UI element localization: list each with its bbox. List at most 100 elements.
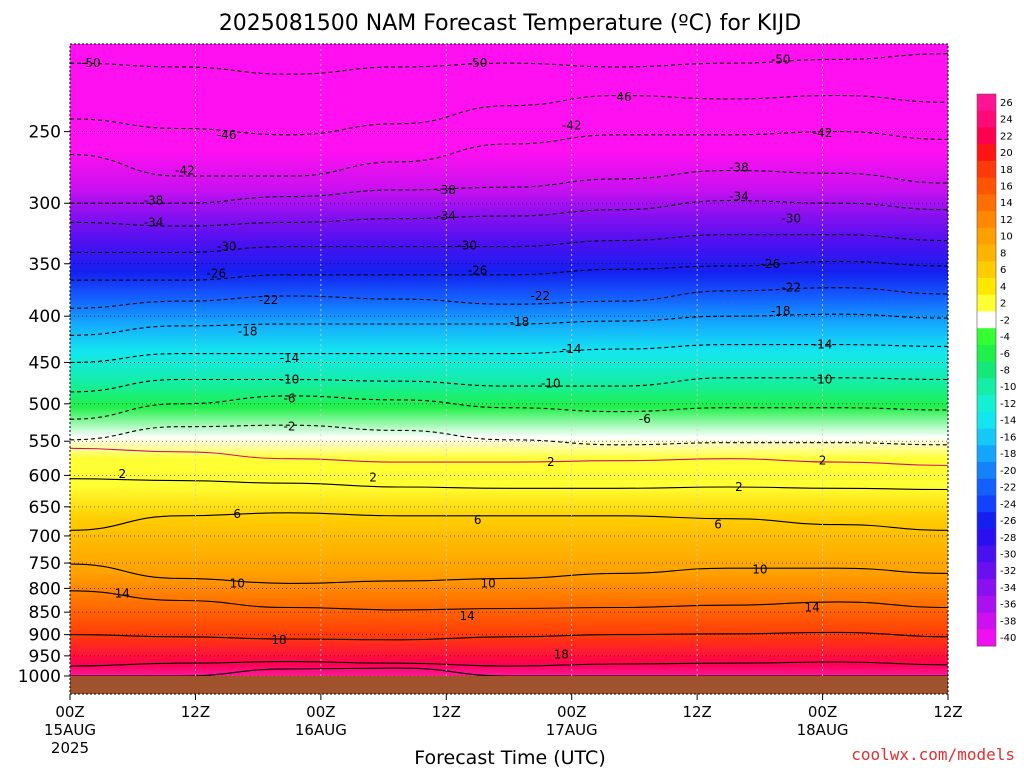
x-tick-date: 17AUG (546, 721, 598, 739)
contour-label: -22 (781, 281, 801, 295)
y-tick-label: 950 (29, 647, 61, 667)
y-tick-label: 250 (29, 123, 61, 143)
colorbar-label: -30 (1000, 550, 1016, 561)
colorbar-swatch (977, 462, 996, 480)
colorbar-swatch (977, 278, 996, 296)
contour-label: 2 (819, 454, 827, 468)
x-tick-date: 16AUG (295, 721, 347, 739)
colorbar-swatch (977, 294, 996, 312)
y-tick-label: 450 (29, 353, 61, 373)
isotherm-18 (70, 631, 948, 641)
colorbar-swatch (977, 629, 996, 647)
colorbar-label: 6 (1000, 265, 1006, 276)
isotherm-2 (70, 478, 948, 491)
colorbar-swatch (977, 311, 996, 329)
isotherm-m30 (70, 234, 948, 253)
temperature-field (70, 44, 948, 676)
colorbar-label: -14 (1000, 416, 1016, 427)
colorbar-label: 26 (1000, 98, 1013, 109)
colorbar-label: -28 (1000, 533, 1016, 544)
contour-label: -14 (562, 342, 582, 356)
y-tick-label: 550 (29, 432, 61, 452)
isotherm-22 (70, 661, 948, 667)
x-tick-label: 00Z (557, 703, 586, 721)
contour-label: -14 (813, 338, 833, 352)
isotherm-m14 (70, 344, 948, 363)
contour-label: -34 (436, 209, 456, 223)
y-tick-label: 750 (29, 554, 61, 574)
x-tick-label: 12Z (181, 703, 210, 721)
isotherm-0 (70, 447, 948, 467)
colorbar-label: -40 (1000, 633, 1016, 644)
colorbar-label: -10 (1000, 382, 1016, 393)
colorbar-swatch (977, 127, 996, 145)
colorbar-label: -34 (1000, 583, 1016, 594)
colorbar-swatch (977, 612, 996, 630)
x-tick-label: 12Z (432, 703, 461, 721)
colorbar-label: -38 (1000, 616, 1016, 627)
ground-surface (70, 676, 948, 694)
colorbar-swatch (977, 512, 996, 530)
colorbar-label: -6 (1000, 349, 1010, 360)
x-axis-label: Forecast Time (UTC) (414, 747, 605, 768)
contour-label: -6 (639, 412, 651, 426)
credit-text: coolwx.com/models (851, 745, 1015, 764)
y-tick-label: 650 (29, 498, 61, 518)
colorbar-label: 22 (1000, 131, 1013, 142)
contour-label: 2 (369, 470, 377, 484)
contour-label: -30 (457, 238, 477, 252)
colorbar-swatch (977, 495, 996, 513)
colorbar-swatch (977, 227, 996, 246)
contour-labels: -50 -50 -50 46 -46 -42 -42 -42 -38 -38 -38 -34 -34 -3… (81, 52, 832, 661)
colorbar-swatch (977, 411, 996, 430)
isotherm-m38 (70, 169, 948, 204)
contour-label: -22 (259, 293, 279, 307)
contour-label: -50 (81, 56, 101, 70)
contour-label: 10 (752, 562, 767, 576)
colorbar-label: 8 (1000, 248, 1006, 259)
contour-label: 18 (554, 648, 569, 662)
contour-label: -42 (562, 118, 582, 132)
colorbar-label: -4 (1000, 332, 1010, 343)
y-tick-label: 900 (29, 626, 61, 646)
colorbar-label: -2 (1000, 315, 1010, 326)
contour-label: 2 (735, 480, 743, 494)
colorbar-label: 14 (1000, 198, 1013, 209)
contour-label: 14 (460, 609, 475, 623)
colorbar-label: 18 (1000, 165, 1013, 176)
contour-label: 2 (118, 467, 126, 481)
contour-label: -34 (729, 190, 749, 204)
y-tick-label: 600 (29, 466, 61, 486)
isotherm-m10 (70, 377, 948, 393)
x-tick-label: 00Z (55, 703, 84, 721)
colorbar-label: -18 (1000, 449, 1016, 460)
y-tick-label: 800 (29, 579, 61, 599)
contour-label: -30 (217, 240, 237, 254)
contour-label: -42 (813, 126, 833, 140)
contour-label: -46 (217, 128, 237, 142)
colorbar-swatch (977, 94, 996, 112)
colorbar-frame (976, 93, 997, 647)
y-tick-label: 500 (29, 395, 61, 415)
x-tick-label: 00Z (306, 703, 335, 721)
isotherm-m6 (70, 395, 948, 420)
colorbar-swatch (977, 579, 996, 597)
isotherm-m26 (70, 260, 948, 281)
colorbar: 26 24 22 20 18 16 14 12 10 8 6 4 2 -2 -4 -6 -8 -10 -12 -14 -… (976, 93, 1016, 647)
contour-label: 10 (230, 576, 245, 590)
colorbar-swatch (977, 328, 996, 346)
y-tick-label: 850 (29, 603, 61, 623)
colorbar-swatch (977, 177, 996, 195)
isotherm-m34 (70, 200, 948, 227)
y-tick-label: 700 (29, 527, 61, 547)
contour-label: -38 (729, 161, 749, 175)
contour-label: -10 (280, 373, 300, 387)
colorbar-swatch (977, 478, 996, 496)
x-tick-year: 2025 (51, 739, 89, 757)
contour-label: 18 (271, 633, 286, 647)
colorbar-label: -36 (1000, 600, 1016, 611)
isotherm-m50 (70, 53, 948, 75)
colorbar-swatch (977, 428, 996, 446)
colorbar-swatch (977, 395, 996, 413)
isotherm-m22 (70, 287, 948, 309)
